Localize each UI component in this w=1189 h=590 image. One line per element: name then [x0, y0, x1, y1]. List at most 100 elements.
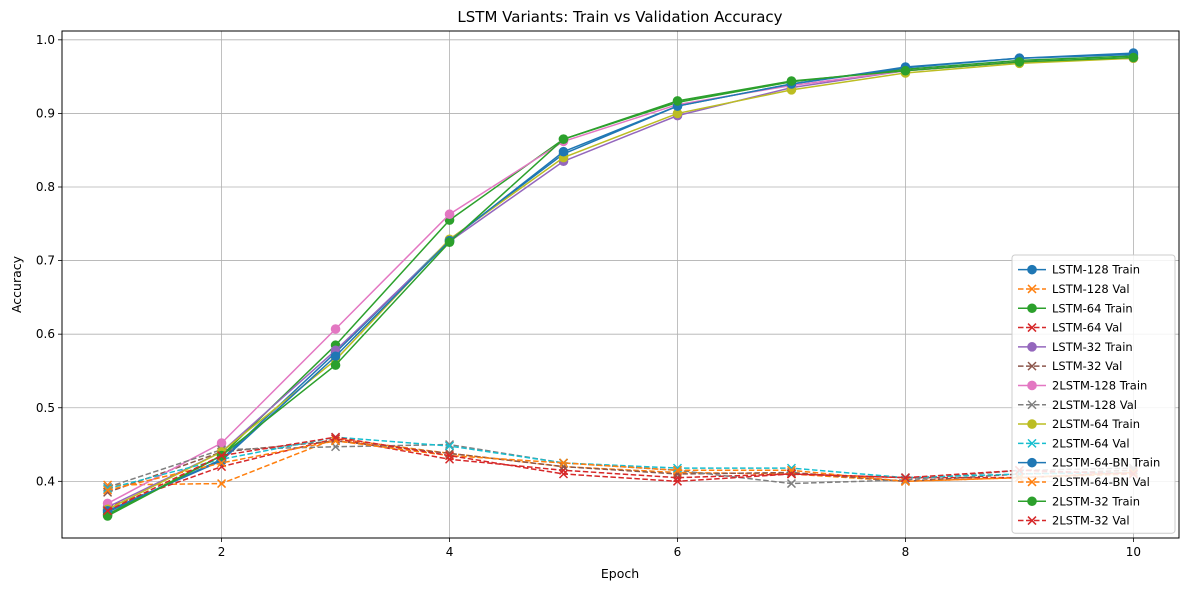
legend-swatch-marker [1027, 361, 1037, 371]
data-point [217, 451, 227, 461]
data-point [330, 360, 341, 370]
legend-item: 2LSTM-64-BN Val [1018, 475, 1150, 489]
legend-item: 2LSTM-64 Val [1018, 436, 1130, 450]
legend-label: LSTM-64 Val [1052, 321, 1122, 335]
legend-item: 2LSTM-128 Val [1018, 398, 1137, 412]
legend-label: LSTM-32 Train [1052, 340, 1133, 354]
legend-item: LSTM-128 Train [1018, 263, 1140, 277]
series-line [107, 436, 1134, 512]
data-point [444, 209, 455, 220]
legend-label: LSTM-32 Val [1052, 359, 1122, 373]
data-point [558, 469, 569, 479]
legend-label: 2LSTM-32 Val [1052, 514, 1130, 528]
y-tick-label: 0.8 [36, 180, 55, 194]
legend-label: LSTM-128 Val [1052, 282, 1130, 296]
data-point [445, 441, 455, 451]
legend: LSTM-128 Train LSTM-128 Val LSTM-64 Train L… [1011, 254, 1176, 534]
legend-swatch-marker [1027, 438, 1037, 448]
data-point [558, 146, 569, 157]
data-point [786, 479, 796, 489]
legend-label: 2LSTM-64 Train [1052, 417, 1140, 431]
y-tick-label: 0.6 [36, 327, 55, 341]
legend-label: 2LSTM-64 Val [1052, 436, 1130, 450]
data-point [786, 469, 796, 479]
legend-item: LSTM-64 Val [1018, 321, 1122, 335]
legend-label: 2LSTM-128 Train [1052, 378, 1147, 392]
x-tick-label: 2 [218, 545, 226, 559]
data-point [444, 237, 455, 247]
data-point [672, 473, 683, 483]
legend-swatch-marker [1027, 477, 1037, 487]
data-point [445, 440, 455, 450]
legend-swatch-marker [1027, 303, 1037, 314]
plot-frame [61, 30, 1180, 539]
data-point [330, 324, 341, 334]
data-point [217, 458, 227, 468]
legend-item: 2LSTM-32 Train [1018, 494, 1140, 508]
legend-item: 2LSTM-64 Train [1018, 417, 1140, 431]
x-axis-label: Epoch [601, 566, 639, 581]
y-tick-label: 0.9 [36, 106, 55, 120]
x-tick-label: 8 [902, 545, 910, 559]
data-point [103, 506, 113, 516]
data-point [558, 465, 569, 475]
legend-swatch-marker [1027, 323, 1037, 333]
data-point [103, 484, 113, 494]
legend-item: 2LSTM-64-BN Train [1018, 456, 1160, 470]
x-tick-label: 6 [674, 545, 682, 559]
chart-title: LSTM Variants: Train vs Validation Accur… [457, 8, 782, 26]
legend-swatch-marker [1027, 380, 1037, 391]
data-point [786, 465, 796, 475]
legend-swatch-marker [1027, 496, 1037, 507]
data-point [672, 96, 683, 106]
legend-label: 2LSTM-64-BN Val [1052, 475, 1150, 489]
legend-box [1011, 254, 1176, 534]
legend-item: 2LSTM-32 Val [1018, 514, 1130, 528]
legend-label: LSTM-64 Train [1052, 301, 1133, 315]
series-line [107, 436, 1134, 490]
legend-label: LSTM-128 Train [1052, 263, 1140, 277]
legend-item: LSTM-32 Train [1018, 340, 1133, 354]
data-point [330, 351, 341, 362]
legend-label: 2LSTM-128 Val [1052, 398, 1137, 412]
x-tick-label: 4 [446, 545, 454, 559]
legend-item: 2LSTM-128 Train [1018, 378, 1147, 392]
data-point [672, 465, 683, 475]
legend-item: LSTM-64 Train [1018, 301, 1133, 315]
data-point [900, 65, 911, 76]
data-point [900, 476, 910, 486]
data-point [217, 479, 227, 489]
series-line [107, 57, 1134, 510]
y-axis-label: Accuracy [9, 255, 24, 313]
legend-swatch-marker [1027, 419, 1037, 429]
data-point [672, 476, 683, 486]
legend-swatch-marker [1027, 284, 1037, 294]
legend-swatch-marker [1027, 342, 1037, 352]
data-point [103, 485, 113, 495]
axis-ticks: 2 4 6 8 10 0.4 0.5 0.6 0.7 0.8 0.9 1.0 [36, 33, 1141, 559]
data-point [786, 76, 797, 86]
data-point [331, 432, 341, 442]
data-point [1014, 57, 1025, 67]
data-point [900, 473, 910, 483]
data-point [445, 451, 455, 461]
x-tick-label: 10 [1126, 545, 1141, 559]
legend-swatch-marker [1027, 264, 1037, 275]
legend-label: 2LSTM-64-BN Train [1052, 456, 1160, 470]
legend-swatch-marker [1027, 400, 1037, 410]
y-tick-label: 0.5 [36, 401, 55, 415]
data-point [558, 462, 569, 472]
legend-item: LSTM-32 Val [1018, 359, 1122, 373]
legend-swatch-marker [1027, 516, 1037, 526]
data-point [1128, 52, 1139, 63]
series-line [107, 443, 1134, 488]
y-tick-label: 1.0 [36, 33, 55, 47]
data-point [558, 134, 569, 144]
legend-item: LSTM-128 Val [1018, 282, 1130, 296]
y-tick-label: 0.4 [36, 474, 55, 488]
series-line [107, 56, 1134, 517]
y-tick-label: 0.7 [36, 254, 55, 268]
series-line [107, 53, 1134, 512]
